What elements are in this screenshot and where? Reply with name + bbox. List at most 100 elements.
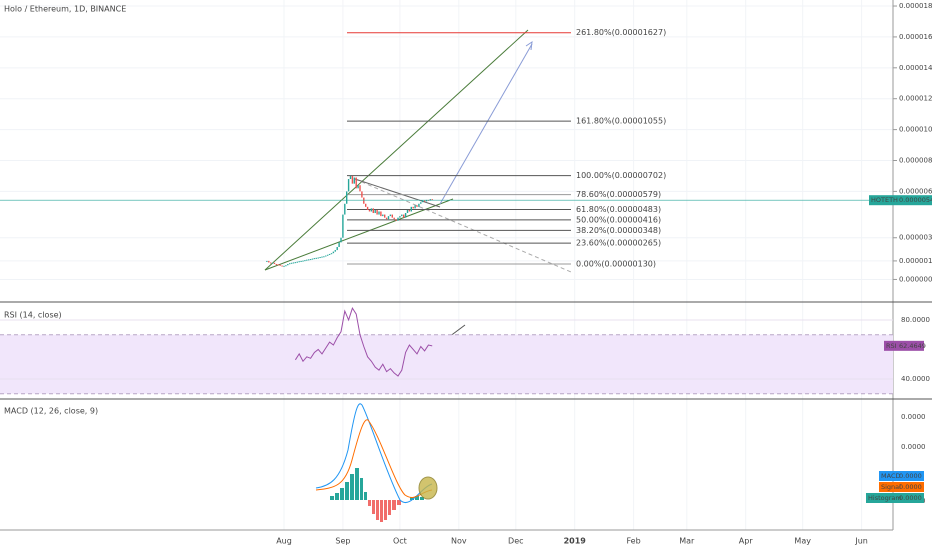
candle [378, 211, 380, 215]
x-tick-label: Aug [276, 537, 292, 546]
grid [0, 0, 893, 530]
badge-value: 0.0000 [899, 472, 922, 480]
fib-label: 78.60%(0.00000579) [576, 190, 661, 199]
candle [361, 191, 363, 198]
rsi-badge [884, 340, 924, 351]
candle [366, 206, 369, 210]
candle [422, 200, 424, 203]
candle [355, 177, 357, 189]
candle [423, 200, 426, 202]
candle [431, 199, 433, 201]
candle [285, 265, 287, 267]
trendline [264, 198, 454, 271]
candle [365, 203, 367, 207]
y-tick-label: 0.00000300 [899, 234, 932, 242]
candle [403, 214, 405, 218]
highlight-circle [418, 476, 438, 500]
y-tick-label: 0.0000 [901, 413, 926, 421]
candle [410, 206, 412, 212]
candle [349, 175, 352, 180]
candle [296, 261, 298, 263]
y-tick-label: 0.00000150 [899, 257, 932, 265]
x-tick-label: May [794, 537, 811, 546]
candle [395, 219, 397, 221]
rsi-title: RSI (14, close) [4, 311, 62, 320]
candle [306, 259, 308, 261]
badge-name: MACD [881, 472, 900, 480]
x-tick-label: Sep [335, 537, 350, 546]
candle [308, 259, 310, 261]
candle [429, 199, 431, 201]
candle [336, 247, 338, 251]
candle [389, 214, 392, 217]
candle [347, 179, 350, 192]
candle [420, 202, 422, 204]
candle [372, 208, 374, 214]
candle [401, 214, 403, 217]
candle [408, 209, 411, 212]
fib-label: 50.00%(0.00000416) [576, 215, 661, 224]
candle [414, 205, 416, 209]
candle [298, 261, 300, 263]
y-tick-label: 0.00001400 [899, 64, 932, 72]
x-tick-label: Mar [679, 537, 695, 546]
candle [292, 262, 295, 264]
candle [353, 177, 355, 184]
candle [399, 216, 401, 218]
candle [323, 256, 325, 258]
badge-value: 0.00000543 [899, 196, 932, 204]
candle [275, 263, 278, 265]
x-tick-label: Dec [508, 537, 523, 546]
indicator-badge [879, 482, 924, 492]
indicator-badge [866, 493, 924, 503]
fib-label: 38.20%(0.00000348) [576, 226, 661, 235]
candle [304, 260, 306, 262]
badge-value: 0.0000 [899, 483, 922, 491]
y-tick-label: 80.0000 [901, 316, 930, 324]
candle [382, 214, 384, 217]
badge-value: 62.4649 [899, 342, 926, 350]
candle [266, 260, 268, 262]
price-badge [869, 195, 932, 206]
candle [294, 262, 297, 264]
x-tick-label: 2019 [564, 537, 587, 546]
badge-name: Signal [881, 483, 901, 491]
macd-title: MACD (12, 26, close, 9) [4, 407, 98, 416]
fib-label: 61.80%(0.00000483) [576, 205, 661, 214]
y-tick-label: 0.00001200 [899, 95, 932, 103]
candle [283, 265, 285, 267]
candle [273, 262, 276, 264]
candle [268, 260, 270, 263]
candle [277, 264, 279, 266]
y-tick-label: 0.00001600 [899, 33, 932, 41]
candle [287, 263, 289, 266]
candle [342, 214, 344, 238]
candle [384, 214, 386, 218]
x-tick-label: Nov [451, 537, 467, 546]
y-tick-label: 0.00001000 [899, 126, 932, 134]
candle [357, 185, 359, 189]
candle [290, 262, 293, 264]
candle [363, 197, 365, 204]
candle [281, 265, 283, 267]
fib-label: 261.80%(0.00001627) [576, 28, 666, 37]
candle [330, 253, 333, 255]
macd-line [315, 403, 433, 503]
candle [391, 214, 393, 218]
candle [376, 209, 378, 215]
trendline [264, 29, 529, 271]
candle [351, 175, 354, 184]
indicator-badge [879, 471, 924, 481]
badge-name: HOTETH [871, 196, 898, 204]
fib-label: 23.60%(0.00000265) [576, 239, 661, 248]
fib-label: 100.00%(0.00000702) [576, 171, 666, 180]
y-tick-label: 0.00000600 [899, 187, 932, 195]
candle [425, 199, 428, 202]
chart-title: Holo / Ethereum, 1D, BINANCE [4, 5, 126, 14]
candle [406, 209, 409, 214]
rsi-line [294, 307, 433, 377]
candle [387, 216, 390, 220]
badge-value: 0.0000 [899, 494, 922, 502]
arrow-head [525, 40, 533, 51]
